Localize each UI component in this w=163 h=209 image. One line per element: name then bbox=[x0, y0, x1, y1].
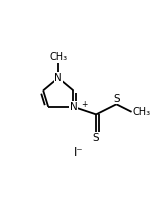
Text: +: + bbox=[82, 100, 88, 110]
Text: N: N bbox=[54, 73, 62, 83]
Text: N: N bbox=[70, 102, 77, 112]
Text: S: S bbox=[93, 133, 99, 143]
Text: I⁻: I⁻ bbox=[74, 146, 83, 159]
Text: S: S bbox=[113, 94, 120, 104]
Text: CH₃: CH₃ bbox=[49, 52, 67, 62]
Text: CH₃: CH₃ bbox=[132, 107, 150, 117]
